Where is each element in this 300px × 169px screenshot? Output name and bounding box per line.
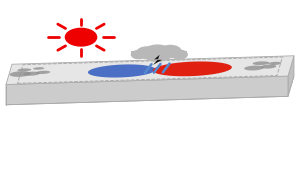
Polygon shape [269, 62, 281, 65]
Polygon shape [36, 71, 50, 74]
Polygon shape [17, 68, 32, 71]
Polygon shape [33, 67, 44, 70]
Polygon shape [244, 66, 264, 70]
Circle shape [172, 50, 187, 59]
Circle shape [131, 51, 146, 59]
Polygon shape [153, 62, 232, 76]
Polygon shape [6, 56, 294, 84]
Circle shape [65, 28, 97, 46]
Polygon shape [23, 72, 40, 76]
Polygon shape [153, 55, 162, 65]
Circle shape [137, 47, 157, 58]
Polygon shape [10, 71, 31, 77]
Polygon shape [260, 65, 276, 69]
Polygon shape [131, 51, 187, 55]
Polygon shape [6, 76, 288, 105]
Polygon shape [288, 56, 294, 96]
Polygon shape [88, 64, 156, 78]
Polygon shape [253, 61, 269, 65]
Circle shape [143, 45, 172, 61]
Circle shape [160, 45, 181, 58]
